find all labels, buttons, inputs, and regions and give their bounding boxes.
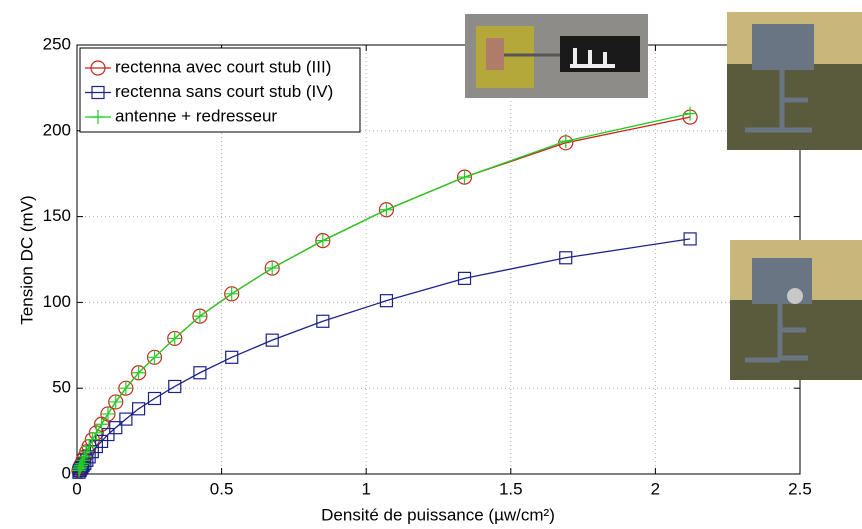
y-tick-label: 50 bbox=[52, 378, 71, 397]
data-point bbox=[168, 379, 182, 394]
data-point bbox=[316, 314, 330, 328]
x-tick-label: 1 bbox=[361, 479, 370, 498]
data-point bbox=[131, 402, 146, 416]
data-point bbox=[109, 421, 123, 435]
data-point bbox=[558, 134, 573, 149]
data-point bbox=[89, 425, 104, 440]
series-line bbox=[78, 113, 691, 471]
y-tick-label: 100 bbox=[43, 292, 71, 311]
data-point bbox=[315, 233, 330, 248]
data-point bbox=[192, 309, 207, 324]
data-point bbox=[457, 271, 472, 285]
y-tick-label: 0 bbox=[62, 463, 71, 482]
legend-marker bbox=[90, 60, 106, 76]
y-axis-label: Tension DC (mV) bbox=[17, 195, 36, 324]
legend-box bbox=[79, 47, 361, 133]
legend: rectenna avec court stub (III) rectenna s… bbox=[79, 47, 361, 133]
data-point bbox=[225, 350, 239, 364]
data-point bbox=[94, 434, 109, 448]
x-tick-label: 0 bbox=[72, 479, 81, 498]
x-tick-label: 2.5 bbox=[788, 479, 812, 498]
data-point bbox=[457, 170, 472, 185]
data-point bbox=[131, 365, 146, 380]
data-point bbox=[108, 394, 123, 409]
data-point bbox=[265, 333, 279, 347]
photo-antenna-iv bbox=[730, 240, 862, 380]
x-tick-label: 0.5 bbox=[210, 479, 234, 498]
legend-marker bbox=[91, 110, 105, 124]
data-point bbox=[147, 391, 162, 406]
data-point bbox=[683, 232, 697, 246]
data-point bbox=[118, 381, 133, 396]
x-tick-label: 2 bbox=[651, 479, 660, 498]
legend-label: antenne + redresseur bbox=[115, 106, 277, 125]
data-point bbox=[193, 366, 207, 380]
data-point bbox=[683, 106, 698, 121]
data-point bbox=[100, 406, 115, 421]
data-point bbox=[265, 261, 280, 276]
photo-antenna-iii bbox=[727, 12, 862, 150]
data-point bbox=[147, 350, 162, 365]
x-axis-label: Densité de puissance (µw/cm²) bbox=[321, 505, 555, 524]
data-point bbox=[119, 412, 133, 426]
data-point bbox=[224, 286, 239, 301]
data-point bbox=[379, 202, 394, 217]
photo-rectenna bbox=[465, 14, 648, 98]
legend-label: rectenna sans court stub (IV) bbox=[115, 82, 333, 101]
legend-label: rectenna avec court stub (III) bbox=[115, 57, 331, 76]
y-tick-label: 250 bbox=[43, 34, 71, 53]
series-line bbox=[78, 116, 691, 471]
data-point bbox=[73, 460, 88, 475]
series-line bbox=[78, 238, 691, 473]
data-point bbox=[559, 251, 573, 265]
data-point bbox=[167, 331, 182, 346]
data-point bbox=[94, 417, 109, 432]
x-tick-label: 1.5 bbox=[499, 479, 523, 498]
y-tick-label: 150 bbox=[43, 206, 71, 225]
legend-marker bbox=[91, 85, 105, 100]
data-point bbox=[71, 463, 86, 478]
data-point bbox=[85, 432, 100, 447]
y-tick-label: 200 bbox=[43, 120, 71, 139]
data-point bbox=[379, 294, 394, 308]
data-point bbox=[77, 449, 92, 464]
